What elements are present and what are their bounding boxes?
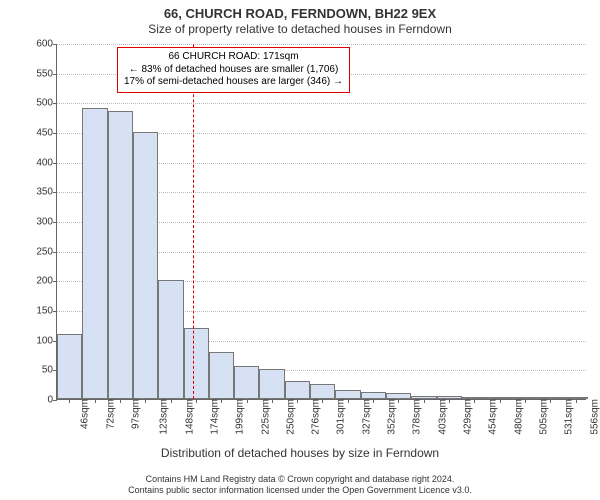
plot-area: 05010015020025030035040045050055060046sq… [56,44,586,400]
x-tick-label: 148sqm [182,399,195,435]
x-tick-label: 505sqm [536,399,549,435]
x-tick [171,399,172,403]
attribution-line2: Contains public sector information licen… [0,485,600,496]
annotation-line1: 66 CHURCH ROAD: 171sqm [124,51,343,64]
histogram-bar [259,369,284,399]
x-axis-label: Distribution of detached houses by size … [0,446,600,460]
x-tick-label: 556sqm [587,399,600,435]
y-tick-label: 0 [47,395,57,406]
histogram-bar [335,390,360,399]
x-tick [120,399,121,403]
histogram-bar [234,366,259,399]
x-tick-label: 97sqm [129,399,142,429]
y-tick-label: 150 [36,306,57,317]
x-tick-label: 327sqm [359,399,372,435]
y-tick-label: 250 [36,246,57,257]
histogram-bar [184,328,209,399]
x-tick [373,399,374,403]
x-tick [348,399,349,403]
x-tick [145,399,146,403]
histogram-bar [285,381,310,399]
x-tick-label: 46sqm [78,399,91,429]
chart-subtitle: Size of property relative to detached ho… [0,22,600,36]
y-tick-label: 600 [36,39,57,50]
x-tick-label: 250sqm [283,399,296,435]
x-tick-label: 276sqm [308,399,321,435]
x-tick [398,399,399,403]
attribution: Contains HM Land Registry data © Crown c… [0,474,600,497]
y-tick-label: 100 [36,335,57,346]
x-tick-label: 301sqm [334,399,347,435]
x-tick [500,399,501,403]
histogram-bar [386,393,411,399]
y-tick-label: 200 [36,276,57,287]
x-tick-label: 174sqm [207,399,220,435]
y-tick-label: 50 [42,365,57,376]
histogram-bar [108,111,133,399]
x-tick [550,399,551,403]
y-tick-label: 550 [36,68,57,79]
x-tick [196,399,197,403]
x-tick-label: 225sqm [258,399,271,435]
gridline-h [57,103,586,104]
y-tick-label: 400 [36,157,57,168]
chart-container: 66, CHURCH ROAD, FERNDOWN, BH22 9EX Size… [0,0,600,500]
x-tick-label: 123sqm [157,399,170,435]
x-tick-label: 480sqm [511,399,524,435]
histogram-bar [133,132,158,399]
x-tick-label: 454sqm [486,399,499,435]
x-tick [95,399,96,403]
y-tick-label: 350 [36,187,57,198]
x-tick [576,399,577,403]
x-tick [247,399,248,403]
annotation-line2: ← 83% of detached houses are smaller (1,… [124,64,343,77]
x-tick [449,399,450,403]
attribution-line1: Contains HM Land Registry data © Crown c… [0,474,600,485]
x-tick [272,399,273,403]
y-tick-label: 500 [36,98,57,109]
histogram-bar [57,334,82,399]
gridline-h [57,44,586,45]
y-tick-label: 300 [36,217,57,228]
x-tick-label: 403sqm [435,399,448,435]
x-tick [525,399,526,403]
chart-title: 66, CHURCH ROAD, FERNDOWN, BH22 9EX [0,6,600,21]
histogram-bar [487,397,512,399]
x-tick [297,399,298,403]
reference-line [193,44,194,399]
x-tick-label: 378sqm [410,399,423,435]
histogram-bar [437,396,462,399]
histogram-bar [158,280,183,399]
histogram-bar [563,397,588,399]
x-tick [221,399,222,403]
histogram-bar [538,397,563,399]
annotation-line3: 17% of semi-detached houses are larger (… [124,76,343,89]
histogram-bar [209,352,234,399]
x-tick-label: 199sqm [233,399,246,435]
annotation-box: 66 CHURCH ROAD: 171sqm ← 83% of detached… [117,47,350,93]
x-tick-label: 429sqm [460,399,473,435]
histogram-bar [462,397,487,399]
histogram-bar [361,392,386,399]
x-tick [69,399,70,403]
y-tick-label: 450 [36,128,57,139]
histogram-bar [310,384,335,399]
x-tick [424,399,425,403]
x-tick-label: 531sqm [562,399,575,435]
x-tick [322,399,323,403]
x-tick-label: 352sqm [384,399,397,435]
histogram-bar [513,397,538,399]
x-tick [474,399,475,403]
x-tick-label: 72sqm [103,399,116,429]
histogram-bar [82,108,107,399]
histogram-bar [411,396,436,399]
